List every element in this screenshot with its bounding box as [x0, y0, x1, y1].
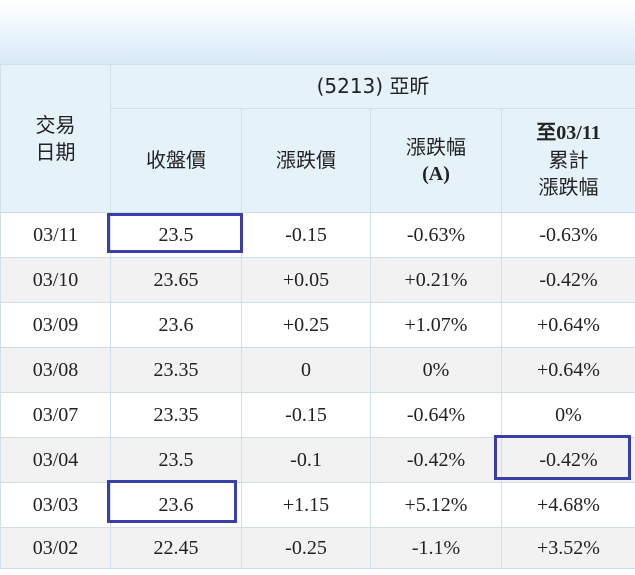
date-cell: 03/08 — [0, 347, 111, 393]
header-cumulative-line2: 累計 — [548, 148, 589, 172]
header-change-pct-line1: 漲跌幅 — [406, 134, 466, 159]
change-cell: +0.05 — [241, 257, 371, 303]
cumulative-pct-cell: 0% — [501, 392, 635, 438]
table-row: 03/10 23.65 +0.05 +0.21% -0.42% — [0, 257, 635, 303]
cumulative-pct-cell: +3.52% — [501, 527, 635, 569]
date-cell: 03/09 — [0, 302, 111, 348]
close-price-cell: 23.35 — [110, 347, 242, 393]
table-row: 03/09 23.6 +0.25 +1.07% +0.64% — [0, 302, 635, 348]
header-close-label: 收盤價 — [146, 148, 206, 172]
header-change-label: 漲跌價 — [276, 148, 336, 172]
header-cumulative-line1: 至03/11 — [536, 122, 601, 144]
cumulative-pct-cell: -0.63% — [501, 212, 635, 258]
table-row: 03/07 23.35 -0.15 -0.64% 0% — [0, 392, 635, 438]
table-row: 03/03 23.6 +1.15 +5.12% +4.68% — [0, 482, 635, 528]
cumulative-pct-cell: +0.64% — [501, 302, 635, 348]
change-pct-cell: -1.1% — [370, 527, 502, 569]
change-cell: +0.25 — [241, 302, 371, 348]
change-cell: -0.15 — [241, 212, 371, 258]
close-price-cell: 23.65 — [110, 257, 242, 303]
change-cell: -0.1 — [241, 437, 371, 483]
table-row: 03/11 23.5 -0.15 -0.63% -0.63% — [0, 212, 635, 258]
close-price-cell: 22.45 — [110, 527, 242, 569]
date-cell: 03/07 — [0, 392, 111, 438]
price-history-table: 交易 日期 (5213) 亞昕 收盤價 漲跌價 漲跌幅 (A) 至03/11 累… — [0, 64, 635, 569]
cumulative-pct-cell: +0.64% — [501, 347, 635, 393]
change-pct-cell: -0.42% — [370, 437, 502, 483]
header-date: 交易 日期 — [0, 64, 111, 213]
date-cell: 03/11 — [0, 212, 111, 258]
date-cell: 03/03 — [0, 482, 111, 528]
header-cumulative: 至03/11 累計 漲跌幅 — [501, 108, 635, 213]
cumulative-pct-cell: -0.42% — [501, 437, 635, 483]
change-pct-cell: +0.21% — [370, 257, 502, 303]
date-cell: 03/02 — [0, 527, 111, 569]
date-cell: 03/10 — [0, 257, 111, 303]
change-pct-cell: -0.64% — [370, 392, 502, 438]
cumulative-pct-cell: -0.42% — [501, 257, 635, 303]
header-change: 漲跌價 — [241, 108, 371, 213]
header-date-line2: 日期 — [35, 139, 76, 164]
close-price-cell: 23.5 — [110, 437, 242, 483]
panel-top-band — [0, 0, 635, 65]
change-pct-cell: 0% — [370, 347, 502, 393]
table-row: 03/08 23.35 0 0% +0.64% — [0, 347, 635, 393]
change-pct-cell: +1.07% — [370, 302, 502, 348]
close-price-cell: 23.5 — [110, 212, 242, 258]
table-row: 03/04 23.5 -0.1 -0.42% -0.42% — [0, 437, 635, 483]
header-change-pct: 漲跌幅 (A) — [370, 108, 502, 213]
change-cell: -0.15 — [241, 392, 371, 438]
header-change-pct-line2: (A) — [422, 162, 450, 185]
close-price-cell: 23.35 — [110, 392, 242, 438]
change-cell: -0.25 — [241, 527, 371, 569]
header-cumulative-line3: 漲跌幅 — [538, 175, 599, 199]
cumulative-pct-cell: +4.68% — [501, 482, 635, 528]
close-price-cell: 23.6 — [110, 482, 242, 528]
header-close: 收盤價 — [110, 108, 242, 213]
header-date-line1: 交易 — [35, 112, 76, 137]
stock-title: (5213) 亞昕 — [110, 64, 635, 109]
stock-title-text: (5213) 亞昕 — [316, 74, 430, 98]
close-price-cell: 23.6 — [110, 302, 242, 348]
table-row: 03/02 22.45 -0.25 -1.1% +3.52% — [0, 527, 635, 569]
change-pct-cell: +5.12% — [370, 482, 502, 528]
change-pct-cell: -0.63% — [370, 212, 502, 258]
change-cell: 0 — [241, 347, 371, 393]
date-cell: 03/04 — [0, 437, 111, 483]
change-cell: +1.15 — [241, 482, 371, 528]
